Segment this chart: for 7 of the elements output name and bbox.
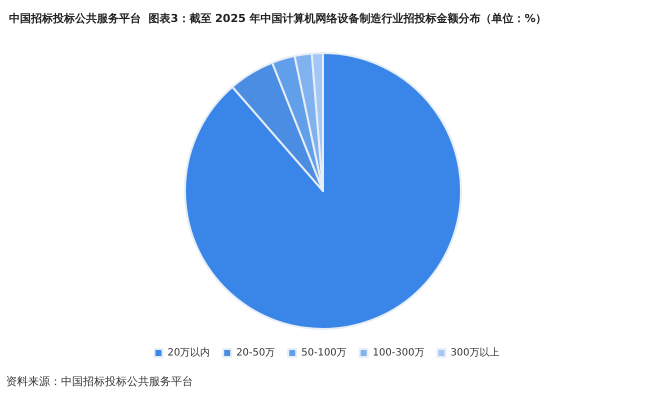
legend-label: 20-50万 [236, 348, 276, 358]
legend-label: 100-300万 [372, 348, 424, 358]
legend-label: 20万以内 [167, 346, 210, 358]
text: 资料来源：中国招标投标公共服务平台 [6, 375, 193, 388]
legend-label: 50-100万 [301, 348, 347, 358]
legend-label: 300万以上 [450, 346, 500, 358]
chart-title: 中国招标投标公共服务平台 图表3：截至 2025 年中国计算机网络设备制造行业招投标金额分布（单位：%） [9, 12, 547, 25]
